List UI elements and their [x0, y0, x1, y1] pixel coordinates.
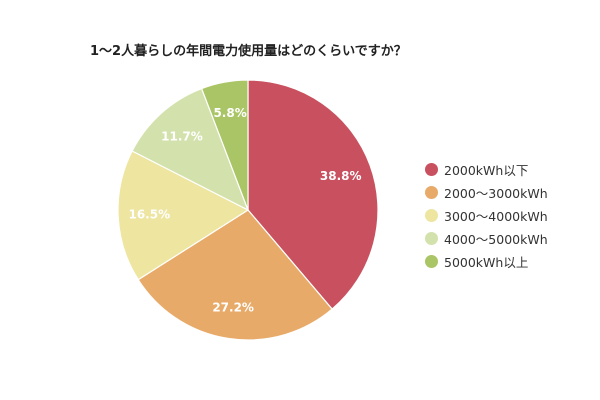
legend-swatch-2	[425, 186, 438, 199]
legend-item-2: 2000〜3000kWh	[425, 181, 548, 204]
chart-legend: 2000kWh以下 2000〜3000kWh 3000〜4000kWh 4000〜50…	[425, 158, 548, 273]
slice-value-label-1: 38.8%	[320, 169, 362, 183]
pie-slice-2	[137, 209, 333, 341]
legend-label-4: 4000〜5000kWh	[444, 232, 548, 247]
chart-title: 1〜2人暮らしの年間電力使用量はどのくらいですか？	[90, 44, 407, 59]
pie-slice-1	[247, 79, 379, 310]
pie-slice-4	[131, 87, 250, 212]
legend-item-4: 4000〜5000kWh	[425, 227, 548, 250]
legend-label-2: 2000〜3000kWh	[444, 186, 548, 201]
slice-value-label-3: 16.5%	[128, 208, 170, 222]
legend-item-1: 2000kWh以下	[425, 158, 548, 181]
legend-swatch-5	[425, 255, 438, 268]
legend-label-5: 5000kWh以上	[444, 255, 529, 270]
slice-value-label-5: 5.8%	[213, 106, 246, 120]
legend-swatch-3	[425, 209, 438, 222]
legend-item-5: 5000kWh以上	[425, 250, 548, 273]
legend-swatch-1	[425, 163, 438, 176]
pie-slice-3	[117, 150, 250, 281]
legend-label-3: 3000〜4000kWh	[444, 209, 548, 224]
slice-value-label-4: 11.7%	[161, 130, 203, 144]
legend-swatch-4	[425, 232, 438, 245]
legend-label-1: 2000kWh以下	[444, 163, 529, 178]
slice-value-label-2: 27.2%	[212, 301, 254, 315]
legend-item-3: 3000〜4000kWh	[425, 204, 548, 227]
pie-slice-5	[200, 79, 249, 211]
